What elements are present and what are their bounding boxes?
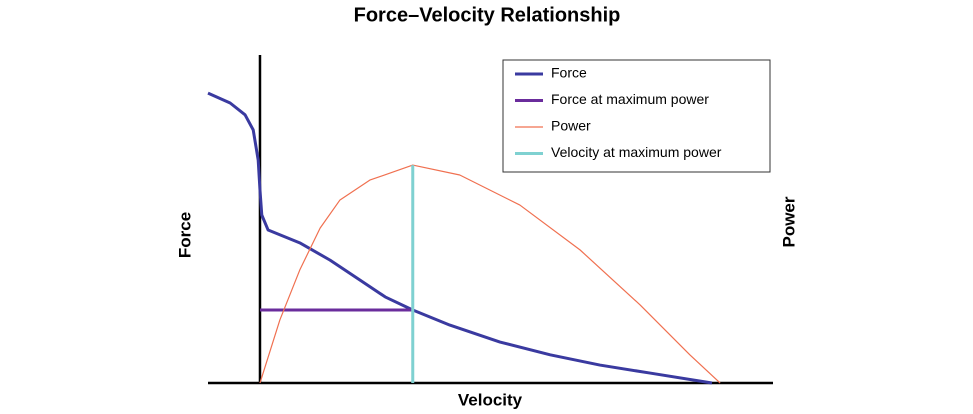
- chart-title: Force–Velocity Relationship: [354, 4, 621, 26]
- series-line: [207, 91, 713, 385]
- series-line: [259, 164, 721, 384]
- legend-label: Velocity at maximum power: [551, 144, 722, 160]
- legend-label: Force: [551, 65, 587, 81]
- legend-label: Force at maximum power: [551, 91, 709, 107]
- x-axis-label: Velocity: [458, 390, 523, 409]
- y2-axis-label: Power: [779, 196, 798, 247]
- y-axis-label: Force: [175, 212, 194, 258]
- legend-box: [502, 59, 771, 173]
- legend-label: Power: [551, 118, 591, 134]
